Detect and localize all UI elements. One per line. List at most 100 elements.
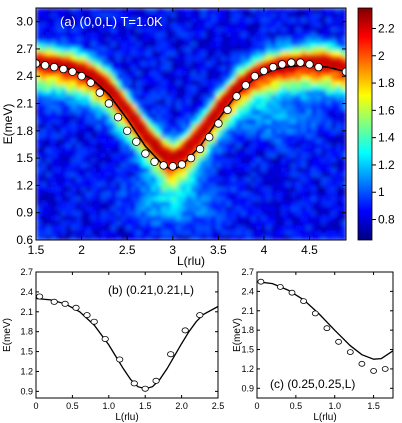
heatmap-cell	[161, 201, 167, 207]
heatmap-cell	[156, 114, 162, 120]
heatmap-cell	[66, 8, 72, 14]
heatmap-cell	[181, 12, 187, 19]
heatmap-cell	[181, 46, 187, 53]
heatmap-cell	[331, 90, 337, 96]
heatmap-cell	[256, 22, 262, 28]
heatmap-cell	[131, 220, 137, 227]
heatmap-cell	[281, 124, 287, 130]
y-tick-label: 1.5	[20, 347, 33, 357]
heatmap-cell	[241, 172, 247, 178]
heatmap-cell	[321, 167, 327, 173]
heatmap-cell	[191, 109, 197, 115]
heatmap-cell	[241, 215, 247, 222]
heatmap-cell	[236, 191, 242, 198]
heatmap-cell	[71, 46, 77, 53]
heatmap-cell	[141, 201, 147, 207]
heatmap-cell	[61, 143, 67, 149]
heatmap-cell	[311, 182, 317, 188]
heatmap-cell	[91, 124, 97, 130]
heatmap-cell	[271, 201, 277, 207]
heatmap-cell	[301, 230, 307, 236]
heatmap-cell	[216, 196, 222, 202]
heatmap-cell	[106, 37, 112, 43]
heatmap-cell	[186, 162, 192, 169]
heatmap-cell	[176, 225, 182, 231]
heatmap-cell	[166, 12, 172, 19]
heatmap-cell	[166, 109, 172, 115]
heatmap-cell	[36, 104, 42, 111]
heatmap-cell	[111, 172, 117, 178]
heatmap-cell	[236, 128, 242, 135]
heatmap-cell	[286, 157, 292, 164]
heatmap-cell	[106, 46, 112, 53]
heatmap-cell	[321, 191, 327, 198]
heatmap-cell	[56, 37, 62, 43]
heatmap-cell	[216, 148, 222, 154]
heatmap-cell	[336, 119, 342, 125]
heatmap-cell	[216, 17, 222, 24]
heatmap-cell	[326, 75, 332, 82]
heatmap-cell	[36, 167, 42, 173]
heatmap-cell	[281, 99, 287, 106]
heatmap-cell	[271, 148, 277, 154]
heatmap-cell	[141, 27, 147, 33]
heatmap-cell	[191, 114, 197, 120]
heatmap-cell	[171, 61, 177, 67]
heatmap-cell	[116, 235, 122, 240]
heatmap-cell	[201, 70, 207, 77]
heatmap-cell	[51, 95, 57, 101]
plot-frame-c	[256, 271, 394, 399]
heatmap-cell	[241, 27, 247, 33]
heatmap-cell	[286, 32, 292, 38]
heatmap-cell	[256, 172, 262, 178]
heatmap-cell	[266, 133, 272, 140]
heatmap-cell	[151, 133, 157, 140]
heatmap-cell	[291, 177, 297, 183]
heatmap-cell	[131, 41, 137, 48]
heatmap-cell	[181, 104, 187, 111]
heatmap-cell	[271, 191, 277, 198]
heatmap-cell	[36, 95, 42, 101]
heatmap-cell	[231, 109, 237, 115]
heatmap-cell	[101, 114, 107, 120]
heatmap-cell	[106, 22, 112, 28]
heatmap-cell	[231, 191, 237, 198]
y-tick-label: 1.2	[241, 364, 254, 374]
heatmap-cell	[116, 17, 122, 24]
heatmap-cell	[71, 75, 77, 82]
heatmap-cell	[221, 167, 227, 173]
heatmap-cell	[161, 114, 167, 120]
heatmap-cell	[176, 230, 182, 236]
heatmap-cell	[261, 167, 267, 173]
heatmap-cell	[61, 70, 67, 77]
heatmap-cell	[116, 172, 122, 178]
heatmap-cell	[181, 90, 187, 96]
heatmap-cell	[271, 196, 277, 202]
heatmap-cell	[291, 215, 297, 222]
heatmap-cell	[41, 90, 47, 96]
heatmap-cell	[311, 138, 317, 144]
colorbar-tick-label: 2.2	[378, 21, 395, 35]
heatmap-cell	[91, 114, 97, 120]
heatmap-cell	[76, 104, 82, 111]
heatmap-cell	[101, 70, 107, 77]
heatmap-cell	[316, 128, 322, 135]
heatmap-cell	[136, 8, 142, 14]
heatmap-cell	[181, 225, 187, 231]
heatmap-cell	[166, 230, 172, 236]
heatmap-cell	[221, 61, 227, 67]
heatmap-cell	[296, 153, 302, 159]
heatmap-cell	[281, 8, 287, 14]
heatmap-cell	[236, 143, 242, 149]
heatmap-cell	[171, 230, 177, 236]
heatmap-cell	[131, 12, 137, 19]
heatmap-cell	[71, 12, 77, 19]
heatmap-cell	[131, 153, 137, 159]
heatmap-cell	[111, 61, 117, 67]
heatmap-cell	[116, 75, 122, 82]
heatmap-cell	[86, 148, 92, 154]
heatmap-cell	[236, 8, 242, 14]
data-point	[214, 119, 223, 128]
heatmap-cell	[141, 66, 147, 72]
heatmap-cell	[276, 124, 282, 130]
